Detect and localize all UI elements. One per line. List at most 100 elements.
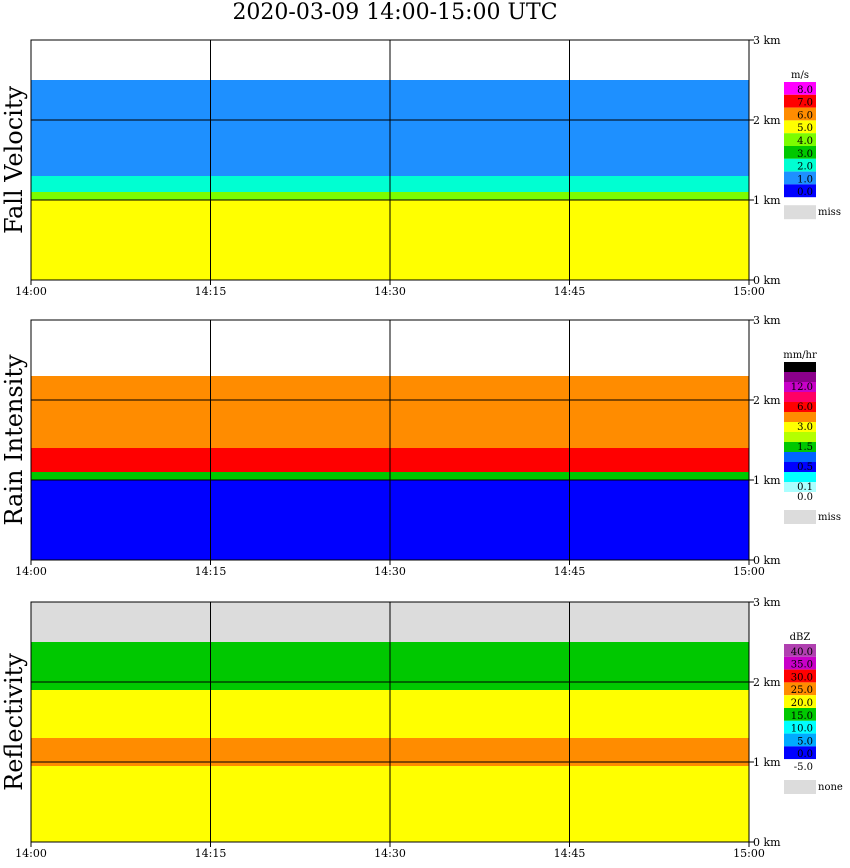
legend-swatch: [784, 82, 816, 95]
legend-swatch: [784, 720, 816, 734]
legend-label: 15.0: [791, 711, 813, 722]
legend-swatch: [784, 462, 816, 472]
legend-swatch: [784, 482, 816, 492]
legend-label: 2.0: [797, 162, 813, 173]
x-tick-label: 14:00: [15, 847, 47, 860]
y-tick-label: 0 km: [753, 836, 781, 849]
legend-swatch: [784, 708, 816, 721]
legend-swatch: [784, 362, 816, 372]
panel-reflectivity: 14:00 14:15 14:30 14:45 15:000 km 1 km 2 km 3 k…: [0, 596, 843, 860]
x-tick-label: 14:15: [195, 285, 227, 298]
page-title: 2020-03-09 14:00-15:00 UTC: [232, 0, 558, 25]
legend-swatch: [784, 171, 816, 185]
y-tick-label: 1 km: [753, 756, 781, 769]
legend-swatch: [784, 746, 816, 760]
legend-swatch: [784, 682, 816, 696]
legend-swatch: [784, 184, 816, 198]
y-tick-label: 2 km: [753, 114, 781, 127]
legend-label: 6.0: [797, 402, 813, 413]
y-axis-title: Rain Intensity: [0, 354, 28, 526]
legend-swatch: [784, 402, 816, 412]
x-tick-label: 14:15: [195, 565, 227, 578]
legend-label: 0.1: [797, 482, 813, 493]
legend-swatch: [784, 759, 816, 772]
legend-swatch: [784, 412, 816, 422]
legend-swatch: [784, 94, 816, 108]
legend-swatch: [784, 780, 816, 794]
legend-label: 40.0: [791, 647, 813, 658]
legend-label: 12.0: [791, 382, 813, 393]
legend-swatch: [784, 733, 816, 747]
x-tick-label: 14:30: [374, 565, 406, 578]
panel-fall-velocity: 14:00 14:15 14:30 14:45 15:000 km 1 km 2 km 3 k…: [0, 34, 841, 298]
legend-label: 0.0: [797, 187, 813, 198]
legend-label: 25.0: [791, 685, 813, 696]
legend-swatch: [784, 442, 816, 452]
panel-rain-intensity: 14:00 14:15 14:30 14:45 15:000 km 1 km 2 km 3 k…: [0, 314, 841, 578]
legend-label: 10.0: [791, 724, 813, 735]
legend-swatch: [784, 656, 816, 670]
legend-label: 5.0: [797, 123, 813, 134]
x-tick-label: 15:00: [733, 847, 765, 860]
legend-swatch: [784, 146, 816, 159]
y-tick-label: 0 km: [753, 274, 781, 287]
x-tick-label: 14:30: [374, 285, 406, 298]
legend-label: 35.0: [791, 660, 813, 671]
y-tick-label: 2 km: [753, 394, 781, 407]
y-tick-label: 2 km: [753, 676, 781, 689]
y-tick-label: 1 km: [753, 474, 781, 487]
legend-label: 0.0: [797, 749, 813, 760]
legend-swatch: [784, 510, 816, 524]
x-tick-label: 14:45: [554, 565, 586, 578]
x-tick-label: 14:00: [15, 285, 47, 298]
legend-label: 30.0: [791, 672, 813, 683]
x-tick-label: 14:45: [554, 847, 586, 860]
legend-unit: dBZ: [790, 632, 811, 643]
legend-label: 7.0: [797, 98, 813, 109]
legend-swatch: [784, 432, 816, 442]
y-tick-label: 3 km: [753, 314, 781, 327]
legend-swatch: [784, 382, 816, 392]
legend-label: 48.0: [791, 362, 813, 373]
legend-label: none: [818, 782, 843, 793]
legend-swatch: [784, 392, 816, 402]
legend-label: 5.0: [797, 736, 813, 747]
legend-swatch: [784, 158, 816, 172]
x-tick-label: 14:30: [374, 847, 406, 860]
legend-unit: m/s: [791, 70, 809, 81]
x-tick-label: 14:45: [554, 285, 586, 298]
y-tick-label: 3 km: [753, 596, 781, 609]
legend-swatch: [784, 669, 816, 683]
x-tick-label: 15:00: [733, 285, 765, 298]
legend-label: 20.0: [791, 698, 813, 709]
y-tick-label: 3 km: [753, 34, 781, 47]
x-tick-label: 14:00: [15, 565, 47, 578]
legend-swatch: [784, 205, 816, 220]
legend-label: 6.0: [797, 110, 813, 121]
legend-swatch: [784, 452, 816, 462]
legend-swatch: [784, 107, 816, 121]
y-tick-label: 0 km: [753, 554, 781, 567]
y-tick-label: 1 km: [753, 194, 781, 207]
legend-swatch: [784, 372, 816, 382]
legend-label: 0.5: [797, 462, 813, 473]
legend-label: 4.0: [797, 136, 813, 147]
y-axis-title: Fall Velocity: [0, 86, 28, 235]
legend-label: 1.5: [797, 442, 813, 453]
legend-label: 3.0: [797, 422, 813, 433]
legend-label: 8.0: [797, 85, 813, 96]
legend-label: miss: [818, 207, 841, 218]
legend-label: 3.0: [797, 149, 813, 160]
legend-swatch: [784, 133, 816, 146]
legend-swatch: [784, 120, 816, 134]
legend-swatch: [784, 644, 816, 657]
legend-label: 0.0: [797, 492, 813, 503]
legend-label: -5.0: [794, 762, 813, 773]
x-tick-label: 15:00: [733, 565, 765, 578]
legend-swatch: [784, 422, 816, 432]
legend-unit: mm/hr: [783, 350, 817, 361]
legend-label: 1.0: [797, 174, 813, 185]
legend-swatch: [784, 492, 816, 502]
y-axis-title: Reflectivity: [0, 653, 28, 791]
